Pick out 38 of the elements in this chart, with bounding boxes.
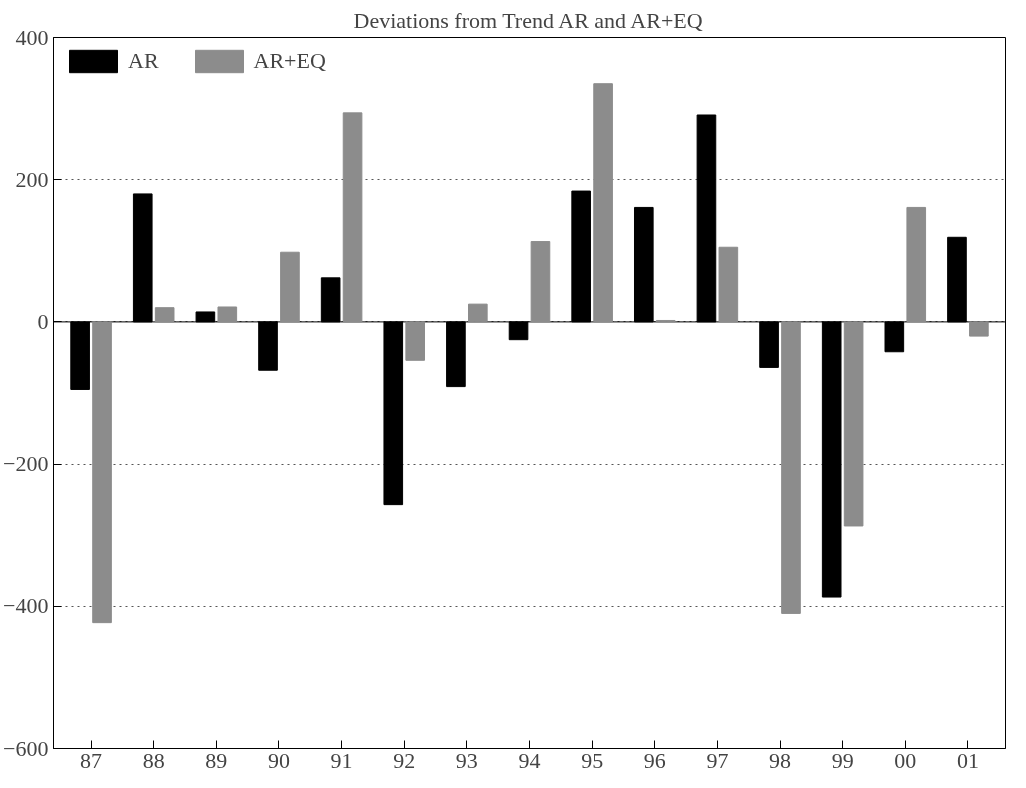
bar bbox=[781, 321, 801, 614]
y-tick-label: 400 bbox=[15, 24, 49, 50]
bar bbox=[718, 246, 739, 323]
bar bbox=[92, 321, 112, 624]
x-tick-label: 91 bbox=[330, 747, 353, 773]
bar bbox=[843, 321, 864, 527]
x-tick-label: 98 bbox=[769, 747, 792, 773]
bar bbox=[593, 83, 613, 323]
x-tick-label: 00 bbox=[894, 747, 917, 773]
x-tick-label: 01 bbox=[956, 747, 979, 773]
y-tick-label: 200 bbox=[15, 166, 49, 192]
x-tick-label: 93 bbox=[455, 747, 478, 773]
y-tick-label: −400 bbox=[3, 593, 49, 619]
bar bbox=[530, 241, 551, 323]
x-tick-label: 87 bbox=[80, 747, 103, 773]
bar bbox=[405, 321, 426, 361]
x-tick-label: 89 bbox=[205, 747, 228, 773]
x-tick-label: 95 bbox=[581, 747, 604, 773]
chart-title: Deviations from Trend AR and AR+EQ bbox=[353, 7, 703, 33]
x-tick-label: 99 bbox=[831, 747, 854, 773]
x-tick-label: 92 bbox=[393, 747, 416, 773]
x-tick-label: 88 bbox=[142, 747, 165, 773]
bar bbox=[906, 206, 927, 323]
x-tick-label: 94 bbox=[518, 747, 541, 773]
x-tick-label: 96 bbox=[643, 747, 666, 773]
legend-label: AR+EQ bbox=[253, 48, 326, 74]
x-tick-label: 90 bbox=[267, 747, 290, 773]
y-tick-label: −200 bbox=[3, 451, 49, 477]
y-tick-label: −600 bbox=[3, 735, 49, 761]
bar bbox=[969, 321, 989, 337]
bar bbox=[154, 307, 175, 323]
bar bbox=[468, 303, 488, 323]
legend-label: AR bbox=[128, 48, 159, 74]
bar bbox=[217, 306, 238, 323]
y-tick-label: 0 bbox=[37, 308, 49, 334]
bar bbox=[342, 112, 363, 323]
x-tick-label: 97 bbox=[706, 747, 729, 773]
bar bbox=[280, 251, 300, 323]
